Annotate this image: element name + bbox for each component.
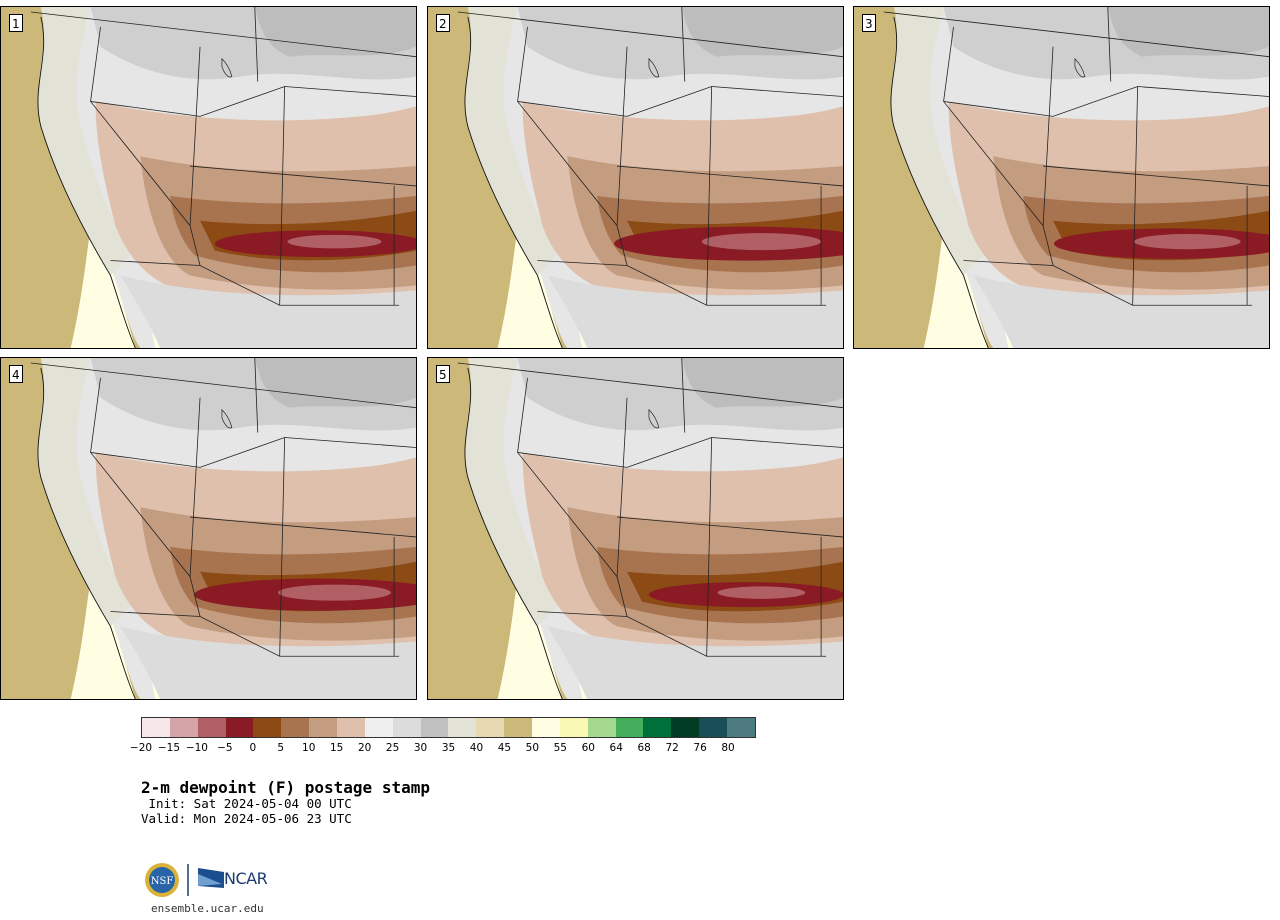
colorbar-cell	[587, 718, 616, 737]
dewpoint-map	[428, 7, 843, 348]
colorbar-tick-label: 50	[525, 742, 540, 754]
panel-number: 3	[862, 14, 876, 32]
postage-stamp-panel: 1	[0, 6, 417, 349]
colorbar-cell	[337, 718, 365, 737]
site-url: ensemble.ucar.edu	[151, 902, 264, 915]
colorbar-tick-label: 55	[553, 742, 567, 754]
colorbar-cell	[727, 718, 755, 737]
colorbar-tick-label: 80	[721, 742, 735, 754]
ncar-logo-icon	[198, 868, 224, 888]
colorbar-tick-labels: −20 −15 −10 −5 0 5 10 15 20 25 30 35 40 45 50 55 60 64 68 7…	[130, 742, 756, 758]
colorbar-tick-label: −20	[129, 742, 153, 754]
colorbar-cell	[615, 718, 644, 737]
colorbar-cell	[253, 718, 282, 737]
colorbar-cell	[169, 718, 198, 737]
colorbar-cell	[392, 718, 421, 737]
dewpoint-colorbar	[141, 717, 756, 738]
colorbar-tick-label: −10	[185, 742, 208, 754]
colorbar-tick-label: 15	[329, 742, 344, 754]
colorbar-tick-label: 72	[665, 742, 679, 754]
panel-number: 5	[436, 365, 450, 383]
colorbar-cell	[643, 718, 672, 737]
colorbar-cell	[504, 718, 533, 737]
colorbar-cell	[699, 718, 728, 737]
colorbar-cell	[559, 718, 588, 737]
product-title: 2-m dewpoint (F) postage stamp	[141, 778, 430, 797]
dewpoint-map	[1, 7, 416, 348]
colorbar-tick-label: 0	[249, 742, 257, 754]
nsf-logo-icon: NSF	[145, 863, 179, 897]
colorbar-tick-label: 5	[277, 742, 285, 754]
colorbar-tick-label: 40	[469, 742, 484, 754]
colorbar-tick-label: 25	[385, 742, 400, 754]
colorbar-cell	[281, 718, 310, 737]
panel-number: 1	[9, 14, 23, 32]
colorbar-tick-label: −5	[217, 742, 233, 754]
colorbar-tick-label: 64	[609, 742, 623, 754]
colorbar-cell	[225, 718, 254, 737]
colorbar-tick-label: 10	[302, 742, 316, 754]
colorbar-tick-label: 68	[637, 742, 651, 754]
colorbar-cell	[476, 718, 505, 737]
nsf-logo-text: NSF	[151, 876, 174, 887]
colorbar-tick-label: 20	[357, 742, 372, 754]
colorbar-cell	[364, 718, 393, 737]
colorbar-cell	[532, 718, 560, 737]
colorbar-tick-label: 60	[581, 742, 595, 754]
dewpoint-map	[428, 358, 843, 699]
ncar-logo-text: NCAR	[224, 869, 268, 888]
colorbar-tick-label: 35	[441, 742, 456, 754]
postage-stamp-panel: 3	[853, 6, 1270, 349]
colorbar-cell	[448, 718, 477, 737]
colorbar-cell	[142, 718, 170, 737]
dewpoint-map	[1, 358, 416, 699]
colorbar-tick-label: −15	[157, 742, 181, 754]
postage-stamp-panel: 2	[427, 6, 844, 349]
colorbar-tick-label: 45	[497, 742, 512, 754]
valid-time: Valid: Mon 2024-05-06 23 UTC	[141, 811, 352, 826]
postage-stamp-panel: 4	[0, 357, 417, 700]
panel-number: 4	[9, 365, 23, 383]
colorbar-tick-label: 30	[413, 742, 428, 754]
init-time: Init: Sat 2024-05-04 00 UTC	[141, 796, 352, 811]
postage-stamp-panel: 5	[427, 357, 844, 700]
dewpoint-map	[854, 7, 1269, 348]
colorbar-cell	[671, 718, 700, 737]
logos: NSF	[145, 863, 224, 897]
colorbar-tick-label: 76	[693, 742, 707, 754]
colorbar-cell	[197, 718, 226, 737]
colorbar-cell	[420, 718, 449, 737]
colorbar-cell	[309, 718, 338, 737]
panel-number: 2	[436, 14, 450, 32]
